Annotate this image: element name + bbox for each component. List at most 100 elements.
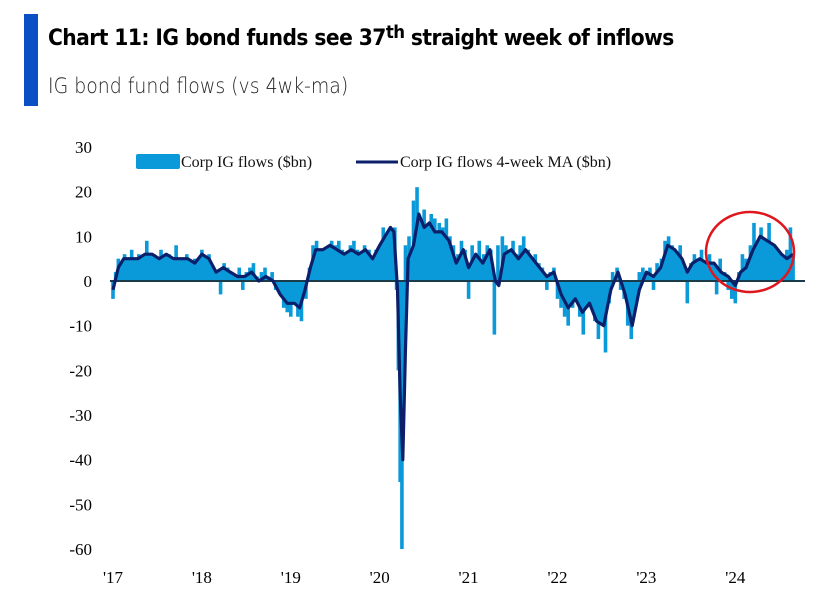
flow-bar (740, 254, 745, 281)
x-tick-label: '23 (636, 568, 656, 587)
flow-bar (222, 263, 226, 281)
flow-bar (237, 267, 242, 281)
flow-bar (466, 281, 471, 299)
flow-bar (733, 281, 738, 304)
flow-bar (518, 245, 522, 281)
flow-bar (129, 249, 134, 281)
flow-bar (281, 281, 286, 308)
y-tick-label: -10 (69, 317, 92, 336)
flow-bar (270, 272, 274, 281)
flow-bar (355, 249, 360, 281)
flow-bar (177, 258, 182, 281)
flow-bar (485, 245, 490, 281)
flow-bar (685, 281, 690, 304)
y-tick-label: 10 (75, 227, 92, 246)
flow-bar (184, 254, 189, 281)
flow-bar (422, 209, 426, 281)
flow-bar (507, 249, 512, 281)
flow-bar (777, 254, 782, 281)
flow-bar (704, 267, 708, 281)
flow-bar (203, 258, 208, 281)
flow-bar (218, 281, 223, 295)
legend-label-ma: Corp IG flows 4-week MA ($bn) (400, 154, 611, 171)
flow-bar (511, 240, 515, 281)
legend: Corp IG flows ($bn) Corp IG flows 4-week… (136, 154, 611, 171)
flow-bar (566, 281, 570, 326)
flow-bar (574, 281, 578, 295)
flow-bar (292, 281, 297, 304)
flow-bar (418, 218, 423, 281)
legend-swatch-flows (136, 154, 180, 169)
y-tick-label: 20 (75, 183, 92, 202)
chart-subtitle: IG bond fund flows (vs 4wk-ma) (48, 74, 349, 98)
chart-title: Chart 11: IG bond funds see 37th straigh… (48, 22, 674, 51)
flow-bar (122, 254, 127, 281)
flow-bar (348, 245, 353, 281)
accent-bar (24, 14, 38, 106)
flow-bar (670, 245, 674, 281)
flow-bar (259, 272, 264, 281)
flow-bar (537, 263, 541, 281)
flow-bar (181, 263, 186, 281)
flow-bar (388, 231, 393, 281)
y-tick-label: -30 (69, 406, 92, 425)
flow-bar (425, 227, 430, 281)
flow-bar (774, 249, 778, 281)
flow-bar (159, 249, 163, 281)
flow-bar (289, 281, 293, 317)
flow-bar (596, 281, 601, 340)
x-tick-label: '21 (459, 568, 479, 587)
flow-bar (344, 254, 348, 281)
flow-bar (152, 254, 156, 281)
flow-bar (448, 236, 452, 281)
flow-bar (633, 281, 638, 299)
flow-bar (629, 281, 634, 340)
flow-bar (385, 236, 389, 281)
flow-bar (644, 272, 649, 281)
flow-bar (170, 263, 175, 281)
flow-bar (678, 245, 682, 281)
flow-bar (162, 258, 167, 281)
x-axis: '17 '18 '19 '20 '21 '22 '23 '24 (103, 568, 746, 587)
flow-bar (377, 245, 382, 281)
flow-bar (545, 281, 549, 290)
flow-bar (189, 267, 194, 281)
flow-bar (610, 272, 615, 281)
y-tick-label: -50 (69, 495, 92, 514)
flow-bar (785, 249, 789, 281)
flow-bar (120, 263, 124, 281)
flow-bar (651, 281, 656, 290)
flow-bar (155, 263, 160, 281)
flow-bar (770, 245, 775, 281)
flow-bar (167, 254, 171, 281)
flow-bar (548, 272, 553, 281)
flow-bar (762, 240, 767, 281)
flow-bar (111, 281, 115, 299)
flow-bar (759, 227, 763, 281)
flow-bar (681, 272, 686, 281)
flow-bar (570, 281, 575, 308)
ma-line (111, 212, 795, 462)
flow-bar (533, 254, 538, 281)
flow-bar (318, 249, 322, 281)
flow-bar (148, 258, 153, 281)
flow-bar (403, 245, 408, 281)
flow-bar (437, 222, 442, 281)
flow-bar (791, 254, 795, 281)
flow-bar (744, 258, 748, 281)
x-tick-label: '18 (192, 568, 212, 587)
flow-bar (362, 245, 367, 281)
flow-bar (133, 258, 138, 281)
flow-bar (340, 249, 345, 281)
flow-bar (540, 267, 545, 281)
flow-bar (767, 222, 771, 281)
flow-bar (192, 258, 197, 281)
flow-bar (174, 245, 178, 281)
flow-bar (689, 263, 693, 281)
flow-bar (451, 245, 456, 281)
y-tick-label: -20 (69, 361, 92, 380)
flow-bar (526, 249, 530, 281)
flow-bar (456, 254, 460, 281)
flow-bar (196, 263, 201, 281)
flow-bar (229, 272, 234, 281)
